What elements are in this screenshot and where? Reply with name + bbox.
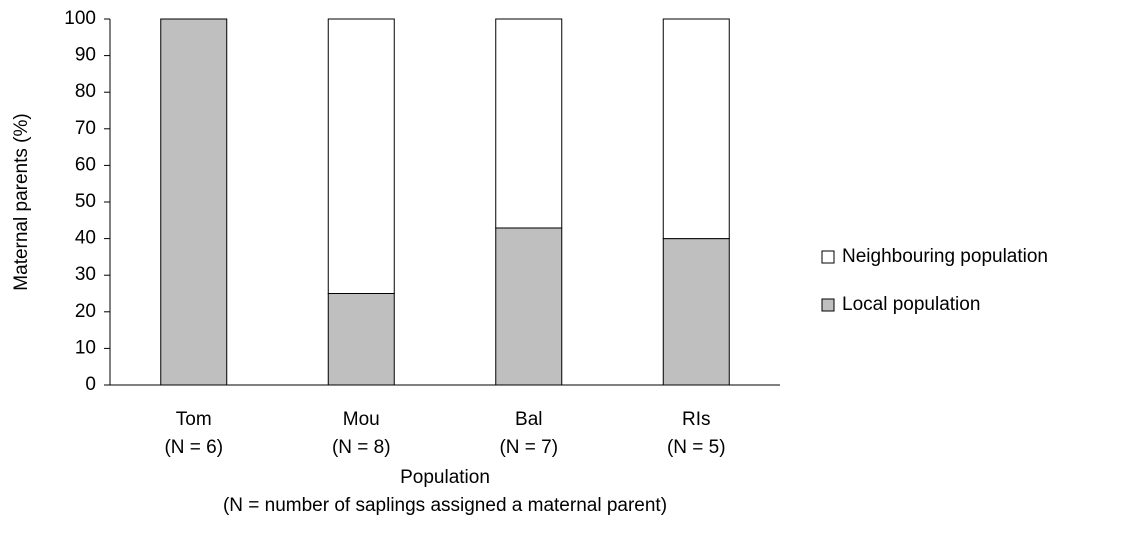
y-tick-label: 10 [75, 337, 96, 358]
legend-label: Neighbouring population [842, 246, 1048, 267]
legend-swatch [821, 298, 835, 312]
bar-segment [327, 18, 395, 294]
bar-segment [327, 293, 395, 386]
bar-segment [160, 18, 228, 386]
y-tick-label: 20 [75, 301, 96, 322]
bar-segment [662, 18, 730, 240]
y-axis-label: Maternal parents (%) [11, 113, 32, 290]
x-tick-label: RIs [682, 409, 711, 430]
y-tick-label: 90 [75, 45, 96, 66]
legend-label: Local population [842, 294, 980, 315]
x-tick-label: Mou [343, 409, 380, 430]
y-tick-label: 60 [75, 154, 96, 175]
x-tick-label: (N = 7) [499, 437, 558, 458]
legend-swatch [821, 250, 835, 264]
x-tick-label: (N = 6) [164, 437, 223, 458]
bar-segment [495, 18, 563, 229]
x-tick-label: Bal [515, 409, 542, 430]
y-tick-label: 30 [75, 264, 96, 285]
x-axis-note: (N = number of saplings assigned a mater… [223, 495, 667, 516]
x-tick-label: Tom [176, 409, 212, 430]
bar-segment [495, 227, 563, 386]
y-tick-label: 0 [85, 374, 96, 395]
y-tick-label: 70 [75, 118, 96, 139]
bar-segment [662, 238, 730, 386]
y-tick-label: 50 [75, 191, 96, 212]
y-tick-label: 80 [75, 81, 96, 102]
x-tick-label: (N = 8) [332, 437, 391, 458]
x-axis-label: Population [400, 467, 490, 488]
x-tick-label: (N = 5) [667, 437, 726, 458]
y-tick-label: 100 [64, 8, 96, 29]
y-tick-label: 40 [75, 228, 96, 249]
